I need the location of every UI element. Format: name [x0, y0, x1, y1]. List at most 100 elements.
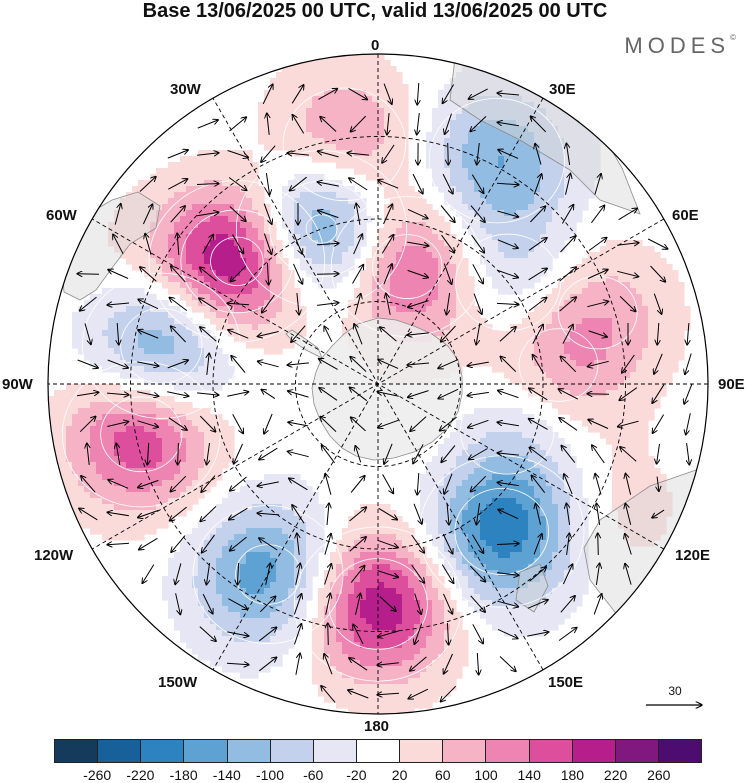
wind-vector [472, 624, 483, 643]
wind-vector [319, 388, 338, 401]
colorbar-segment [528, 739, 572, 763]
wind-vector [325, 593, 331, 615]
wind-vector [231, 356, 246, 373]
wind-vector [258, 657, 276, 672]
wind-vector [318, 89, 337, 100]
wind-vector [468, 88, 488, 99]
colorbar-tick-label: -60 [303, 767, 324, 783]
wind-vector [438, 359, 459, 369]
colorbar [54, 739, 703, 763]
wind-vector [560, 236, 576, 253]
wind-vector [232, 234, 244, 254]
wind-vector [325, 473, 332, 495]
colorbar-segment [226, 739, 270, 763]
wind-vector [349, 658, 368, 671]
wind-vector [559, 418, 578, 431]
wind-vector [447, 622, 448, 645]
wind-vector [321, 686, 336, 703]
wind-vector [442, 84, 455, 104]
colorbar-segment [657, 739, 703, 763]
wind-vector [407, 241, 429, 246]
anomaly-contour [180, 209, 294, 314]
wind-vector [169, 506, 187, 521]
wind-vector [355, 593, 361, 615]
wind-vector [496, 303, 519, 304]
wind-vector [377, 693, 400, 695]
wind-vector [386, 293, 391, 315]
wind-vector [353, 624, 364, 645]
wind-vector [657, 443, 660, 464]
wind-vector [324, 533, 331, 555]
wind-vector [229, 117, 247, 132]
wind-vector [470, 565, 485, 582]
wind-vector [287, 153, 309, 155]
colorbar-tick-label: 220 [603, 767, 628, 783]
wind-vector [647, 238, 668, 249]
wind-vector [114, 203, 121, 225]
colorbar-tick-label: 180 [560, 767, 585, 783]
wind-vector [411, 534, 425, 553]
wind-vector [595, 473, 602, 495]
wind-vector [686, 413, 691, 435]
colorbar-tick-label: -220 [126, 767, 155, 783]
wind-vector [197, 153, 219, 155]
wind-vector [207, 443, 210, 465]
wind-vector [350, 565, 365, 583]
wind-vector [262, 294, 275, 313]
wind-vector [170, 206, 186, 223]
wind-vector [496, 183, 519, 184]
wind-vector [408, 688, 429, 699]
wind-vector [259, 538, 278, 551]
colorbar-tick-label: 60 [435, 767, 451, 783]
wind-vector [559, 297, 577, 312]
wind-vector [384, 443, 393, 464]
wind-vector [201, 475, 216, 493]
wind-vector [379, 596, 396, 612]
wind-vector [147, 442, 148, 465]
wind-vector [625, 503, 632, 525]
wind-vector [77, 392, 99, 397]
wind-vector [500, 356, 517, 373]
wind-vector [113, 234, 124, 255]
wind-vector [199, 267, 217, 282]
wind-vector [446, 293, 449, 315]
wind-vectors [77, 83, 693, 703]
wind-vector [476, 323, 481, 345]
wind-vector [293, 594, 301, 615]
brand-name: MODES [624, 33, 731, 58]
colorbar-segment [54, 739, 98, 763]
wind-vector [294, 624, 302, 645]
wind-vector [378, 180, 399, 189]
wind-vector [171, 535, 186, 553]
wind-vector [169, 297, 188, 312]
lon-label-30w: 30W [170, 81, 201, 98]
wind-vector [171, 266, 186, 283]
wind-vector [229, 507, 248, 520]
wind-vector [316, 274, 339, 275]
wind-vector [414, 593, 422, 615]
wind-vector [292, 115, 305, 134]
wind-vector [230, 476, 247, 491]
wind-vector [317, 151, 339, 158]
wind-vector [596, 503, 599, 525]
colorbar-tick-label: 140 [517, 767, 541, 783]
wind-vector [297, 533, 299, 555]
wind-vector [408, 300, 429, 308]
wind-vector [594, 174, 601, 195]
wind-vector [448, 142, 449, 165]
wind-vector [625, 473, 632, 495]
wind-vector [327, 503, 329, 526]
wind-vector [264, 413, 273, 434]
wind-vector [293, 233, 303, 254]
wind-vector [587, 394, 610, 395]
wind-vector [383, 83, 392, 105]
wind-vector [350, 115, 367, 132]
graticule [48, 54, 708, 714]
land-layer [61, 57, 708, 641]
wind-vector [588, 238, 607, 251]
wind-vector [596, 563, 599, 585]
wind-vector [227, 392, 248, 397]
wind-vector [441, 564, 453, 584]
wind-vector [289, 478, 308, 491]
